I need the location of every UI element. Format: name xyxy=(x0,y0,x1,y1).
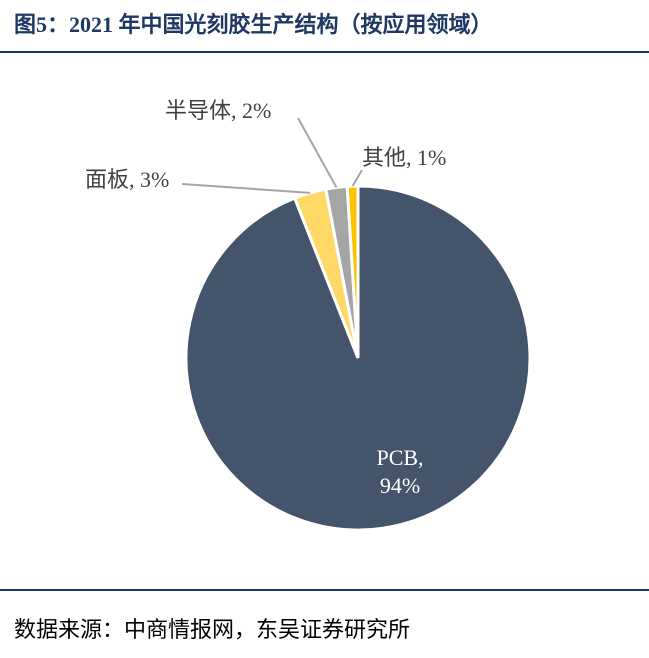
leader-line xyxy=(297,117,338,188)
data-label: 面板, 3% xyxy=(85,167,169,192)
data-label: 其他, 1% xyxy=(362,145,446,170)
data-label: 半导体, 2% xyxy=(165,98,271,123)
data-label: PCB, 94% xyxy=(376,445,423,498)
leader-line xyxy=(181,183,311,194)
chart-title: 图5：2021 年中国光刻胶生产结构（按应用领域） xyxy=(14,12,493,37)
leader-line xyxy=(351,169,363,187)
source-note: 数据来源：中商情报网，东吴证券研究所 xyxy=(14,617,410,642)
pie-slice xyxy=(184,184,532,532)
